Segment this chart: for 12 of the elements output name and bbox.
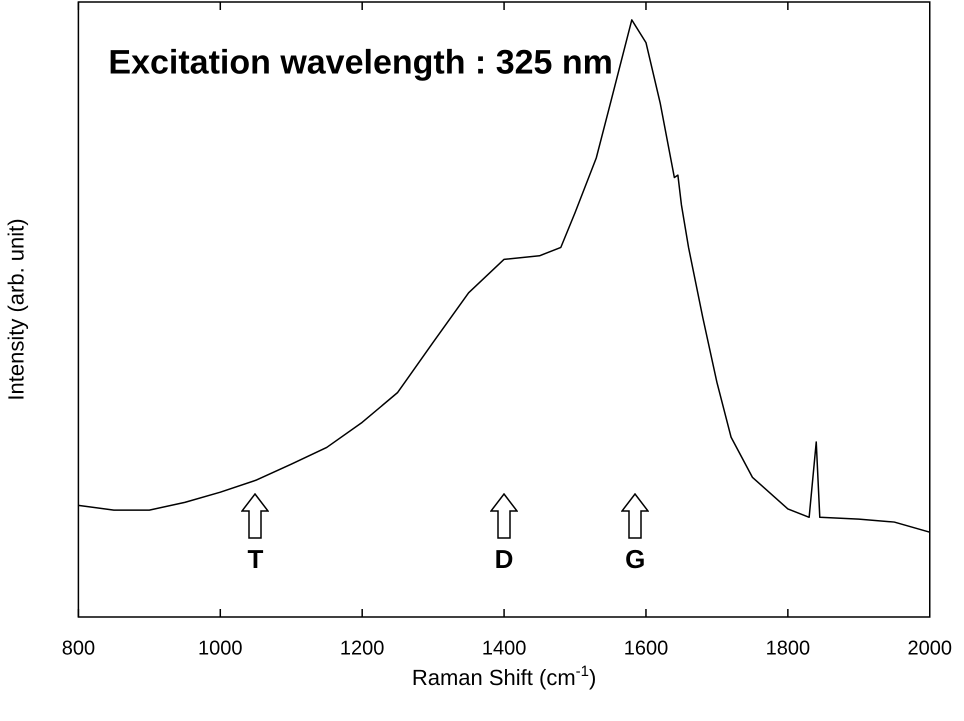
y-axis-title: Intensity (arb. unit) xyxy=(3,218,28,401)
x-tick-label: 1400 xyxy=(482,638,526,660)
text: Excitation wavelength : 325 nm xyxy=(108,43,613,82)
x-tick-label: 1600 xyxy=(624,638,668,660)
x-tick-label: 1800 xyxy=(766,638,810,660)
annotation: D xyxy=(494,544,514,574)
x-tick-label: 800 xyxy=(62,638,96,660)
x-tick-label: 1000 xyxy=(198,638,243,660)
x-tick-label: 2000 xyxy=(908,638,952,660)
annotation: T xyxy=(248,544,264,574)
annotation: G xyxy=(625,544,646,574)
x-tick-label: 1200 xyxy=(340,638,384,660)
